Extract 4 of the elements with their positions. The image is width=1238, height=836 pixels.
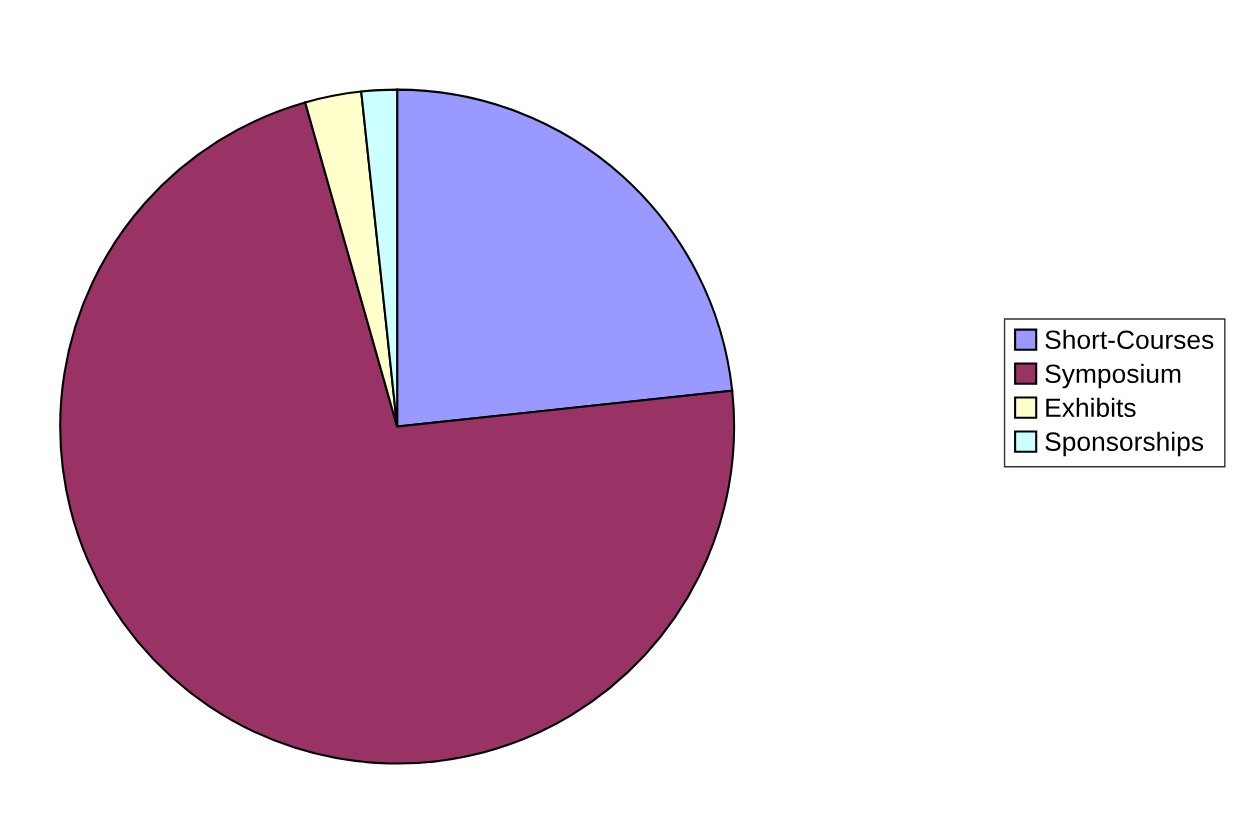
legend-label: Exhibits: [1046, 397, 1136, 418]
legend-label: Symposium: [1045, 363, 1181, 389]
legend-label: Sponsorships: [1045, 431, 1204, 457]
legend-label: Short-Courses: [1045, 329, 1214, 350]
